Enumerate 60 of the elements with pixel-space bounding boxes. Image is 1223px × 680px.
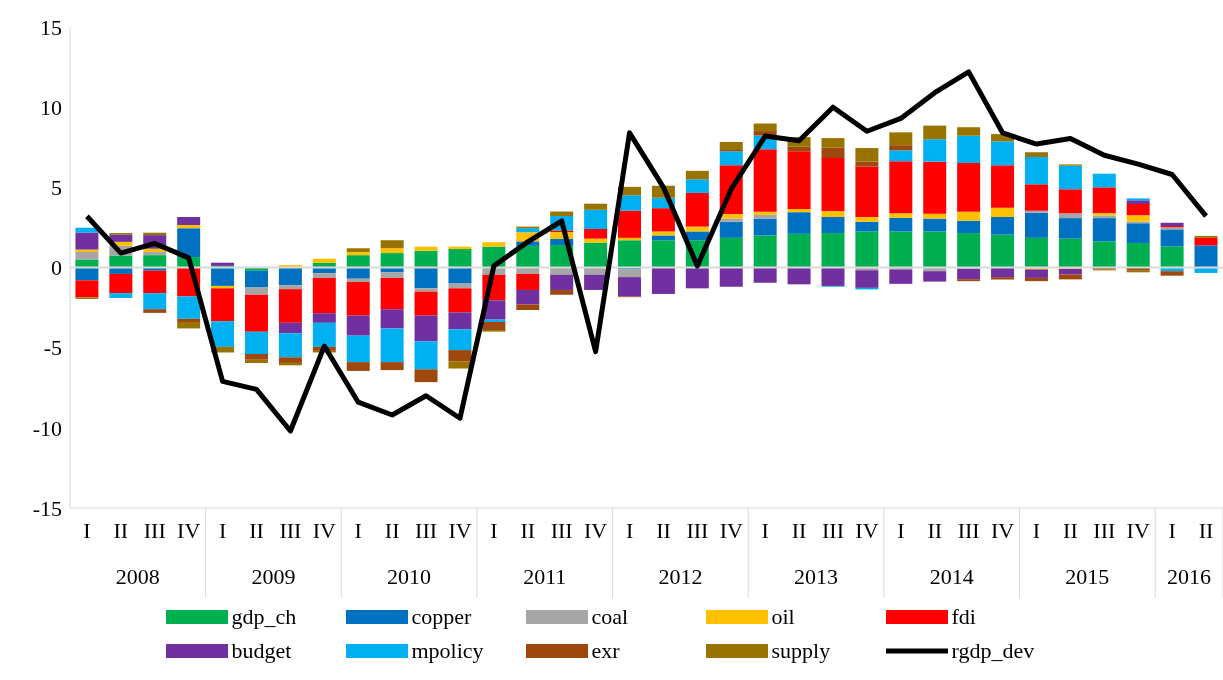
x-tick-label: II	[113, 518, 129, 543]
legend-label: exr	[591, 638, 620, 664]
x-tick-label: II	[384, 518, 400, 543]
y-tick-label: -15	[32, 495, 62, 521]
x-tick-label: III	[279, 518, 302, 543]
x-tick-label: IV	[448, 518, 472, 543]
text: 2011	[523, 564, 567, 589]
x-tick-label: II	[1198, 518, 1214, 543]
legend-label: mpolicy	[411, 638, 484, 664]
x-tick-label: III	[822, 518, 845, 543]
x-tick-label: I	[761, 518, 769, 543]
y-tick-label: 5	[51, 175, 62, 201]
x-tick-label: IV	[1126, 518, 1150, 543]
legend-label: rgdp_dev	[951, 638, 1035, 664]
x-tick-label: IV	[312, 518, 337, 543]
x-tick-label: IV	[584, 518, 608, 543]
legend-label: oil	[771, 604, 795, 630]
x-tick-label: II	[520, 518, 536, 543]
x-tick-label: I	[83, 518, 91, 543]
x-tick-label: II	[1063, 518, 1078, 543]
text: 2010	[387, 564, 432, 589]
y-tick-label: 0	[51, 255, 62, 281]
x-tick-label: I	[1032, 518, 1041, 543]
x-tick-label: I	[354, 518, 362, 543]
text: 2009	[251, 564, 296, 589]
x-tick-label: I	[897, 518, 905, 543]
legend-label: coal	[591, 604, 629, 630]
legend-label: budget	[231, 638, 292, 664]
x-tick-label: I	[625, 518, 634, 543]
y-tick-label: 10	[40, 94, 62, 120]
x-tick-label: II	[927, 518, 943, 543]
y-tick-label: -5	[43, 335, 62, 361]
legend-label: supply	[771, 638, 831, 664]
legend-label: gdp_ch	[231, 604, 297, 630]
x-tick-label: I	[218, 518, 227, 543]
x-tick-label: II	[656, 518, 671, 543]
x-tick-label: III	[415, 518, 438, 543]
x-tick-label: III	[143, 518, 166, 543]
y-tick-label: -10	[32, 415, 62, 441]
y-tick-label: 15	[40, 14, 62, 40]
x-tick-label: II	[791, 518, 807, 543]
x-tick-label: II	[249, 518, 264, 543]
x-tick-label: I	[1168, 518, 1176, 543]
text: 2014	[929, 564, 974, 589]
x-tick-label: III	[1093, 518, 1116, 543]
text: 2015	[1065, 564, 1110, 589]
text: 2012	[658, 564, 703, 589]
x-tick-label: III	[686, 518, 709, 543]
x-tick-label: III	[550, 518, 573, 543]
text: 2016	[1167, 564, 1212, 589]
legend-label: fdi	[951, 604, 976, 630]
text: 2008	[115, 564, 160, 589]
x-tick-label: IV	[855, 518, 879, 543]
x-tick-label: IV	[177, 518, 201, 543]
x-tick-label: IV	[990, 518, 1015, 543]
x-tick-label: I	[490, 518, 498, 543]
text: 2013	[794, 564, 839, 589]
x-tick-label: IV	[719, 518, 743, 543]
legend-label: copper	[411, 604, 472, 630]
x-tick-label: III	[957, 518, 980, 543]
